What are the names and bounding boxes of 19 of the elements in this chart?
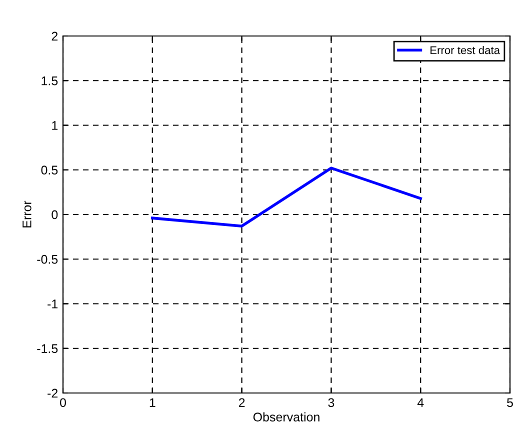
y-tick-label: 0 [52, 210, 58, 220]
x-tick-label: 5 [507, 398, 513, 408]
y-tick-label: -1 [48, 300, 58, 308]
x-tick-label: 4 [417, 398, 424, 407]
y-axis-title: Error [22, 200, 32, 228]
y-tick-label: -0.5 [37, 254, 58, 264]
x-tick-label: 1 [150, 398, 156, 407]
y-tick-label: -1.5 [37, 344, 58, 354]
y-tick-label: 1.5 [42, 76, 58, 86]
y-tick-label: 1 [52, 121, 58, 130]
y-tick-label: 0.5 [41, 166, 58, 175]
x-axis-title: Observation [253, 412, 320, 422]
x-tick-label: 2 [238, 398, 245, 407]
y-tick-label: 2 [52, 32, 58, 41]
legend-label: Error test data [430, 46, 500, 54]
y-tick-label: -2 [48, 388, 58, 398]
x-tick-label: 0 [60, 398, 66, 408]
x-tick-label: 3 [328, 398, 334, 408]
line-series [151, 166, 422, 228]
